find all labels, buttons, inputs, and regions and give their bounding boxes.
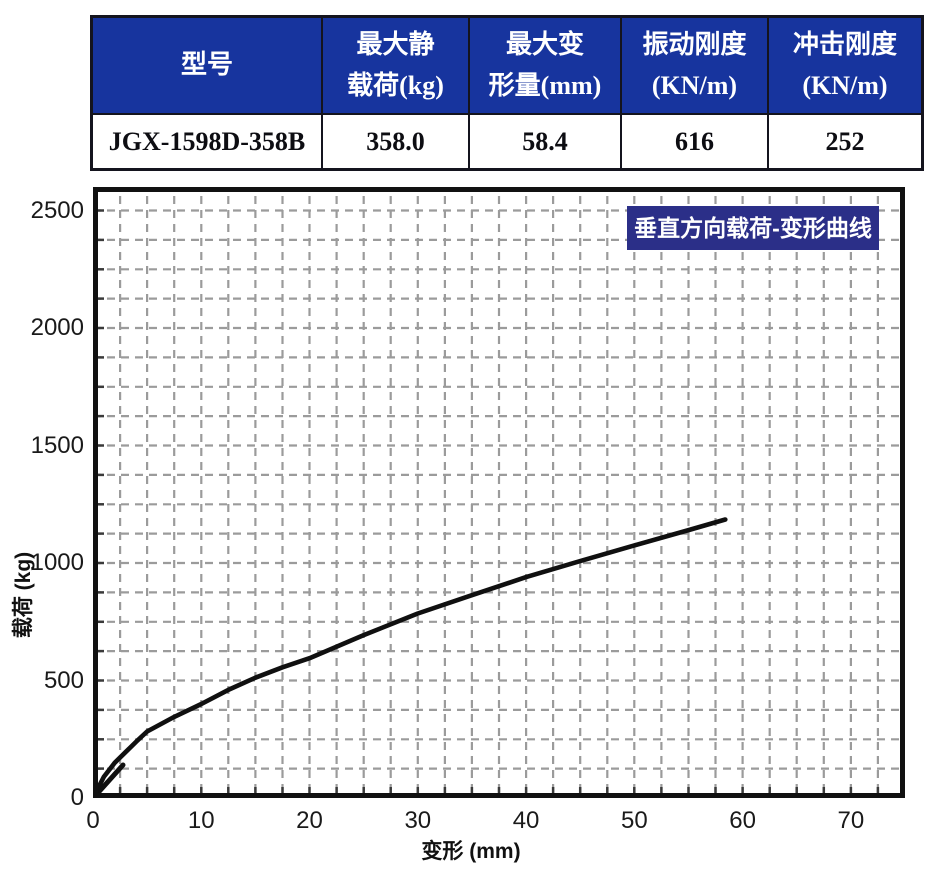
x-axis-title: 变形 (mm)	[421, 840, 521, 863]
table-row: JGX-1598D-358B 358.0 58.4 616 252	[90, 113, 924, 171]
cell-model: JGX-1598D-358B	[90, 113, 323, 171]
y-tick-label: 2500	[30, 196, 84, 224]
load-deformation-chart: 0 500 1000 1500 2000 2500 0 10 20 30 40 50 60 70 载荷 …	[0, 170, 937, 871]
cell-max-static-load: 358.0	[321, 113, 470, 171]
plot-area	[93, 187, 905, 798]
header-line: (KN/m)	[651, 70, 738, 100]
header-model-label: 型号	[180, 50, 233, 80]
header-line: 冲击刚度	[792, 30, 897, 60]
col-header-impact-stiffness: 冲击刚度 (KN/m)	[767, 15, 924, 115]
header-line: 振动刚度	[642, 30, 747, 60]
col-header-max-static-load: 最大静 载荷(kg)	[321, 15, 470, 115]
y-axis-title: 载荷 (kg)	[12, 551, 35, 639]
header-line: 最大变	[505, 30, 584, 60]
x-tick-label: 0	[86, 807, 100, 834]
x-tick-label: 20	[296, 807, 323, 834]
header-line: 最大静	[356, 30, 435, 60]
header-line: 载荷(kg)	[347, 70, 444, 100]
spec-table-body: JGX-1598D-358B 358.0 58.4 616 252	[90, 113, 924, 171]
col-header-vibration-stiffness: 振动刚度 (KN/m)	[620, 15, 769, 115]
x-tick-label: 70	[837, 807, 865, 834]
y-tick-label: 0	[70, 784, 84, 811]
x-tick-label: 50	[620, 807, 648, 834]
cell-vibration-stiffness: 616	[620, 113, 769, 171]
y-tick-label: 2000	[30, 314, 84, 341]
header-line: 形量(mm)	[488, 70, 602, 100]
cell-impact-stiffness: 252	[767, 113, 924, 171]
x-tick-label: 40	[512, 807, 540, 834]
col-header-model: 型号	[90, 15, 323, 115]
spec-table: 型号 最大静 载荷(kg) 最大变 形量(mm) 振动刚度 (KN/m) 冲击刚…	[90, 15, 924, 171]
y-tick-label: 1500	[30, 431, 84, 459]
y-tick-label: 500	[43, 666, 84, 694]
x-tick-label: 60	[729, 807, 756, 834]
y-tick-label: 1000	[30, 549, 84, 576]
load-curve	[93, 517, 728, 798]
header-line: (KN/m)	[802, 70, 888, 100]
cell-max-deformation: 58.4	[468, 113, 622, 171]
x-tick-label: 10	[187, 807, 215, 834]
header-row: 型号 最大静 载荷(kg) 最大变 形量(mm) 振动刚度 (KN/m) 冲击刚…	[90, 15, 924, 115]
x-tick-label: 30	[404, 807, 432, 834]
spec-table-header: 型号 最大静 载荷(kg) 最大变 形量(mm) 振动刚度 (KN/m) 冲击刚…	[90, 15, 924, 115]
col-header-max-deformation: 最大变 形量(mm)	[468, 15, 622, 115]
chart-title-badge: 垂直方向载荷-变形曲线	[627, 206, 879, 250]
